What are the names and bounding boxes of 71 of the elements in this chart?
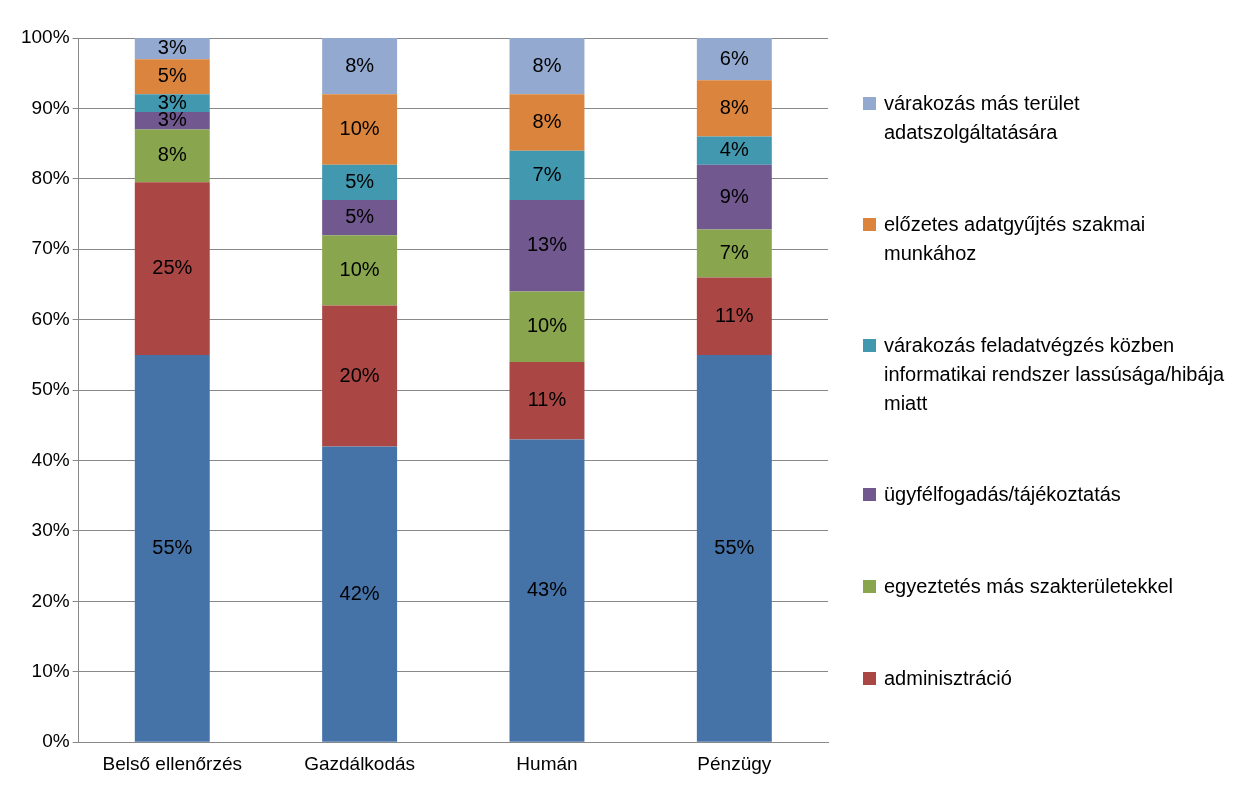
data-label: 5% bbox=[345, 169, 375, 192]
bar bbox=[509, 150, 585, 200]
bar bbox=[509, 94, 585, 151]
bar bbox=[134, 129, 210, 183]
data-label: 10% bbox=[339, 257, 380, 280]
data-label: 7% bbox=[719, 241, 749, 263]
data-label: 6% bbox=[719, 46, 749, 69]
x-tick-label: Pénzügy bbox=[697, 752, 772, 774]
y-tick-label: 20% bbox=[31, 589, 70, 611]
legend-label: előzetes adatgyűjtés szakmai munkához bbox=[884, 212, 1147, 266]
bar bbox=[509, 291, 585, 362]
y-tick-label: 0% bbox=[42, 730, 70, 752]
y-tick-label: 60% bbox=[31, 307, 70, 329]
bar bbox=[134, 59, 210, 95]
y-tick-label: 70% bbox=[31, 237, 70, 259]
bar bbox=[509, 38, 585, 95]
bar bbox=[696, 229, 772, 278]
bar bbox=[696, 164, 772, 230]
y-tick-label: 80% bbox=[31, 167, 70, 189]
y-tick-label: 30% bbox=[31, 519, 70, 541]
data-label: 20% bbox=[339, 363, 380, 386]
data-label: 43% bbox=[526, 578, 568, 601]
data-label: 25% bbox=[152, 256, 193, 279]
bar bbox=[509, 361, 585, 440]
data-label: 11% bbox=[527, 388, 567, 411]
y-tick-label: 100% bbox=[20, 26, 70, 48]
legend-label: ügyfélfogadás/tájékoztatás bbox=[884, 482, 1121, 508]
bar bbox=[696, 80, 772, 137]
legend-label: várakozás feladatvégzés közben informatikai rendszer lassúsága/hibája miatt bbox=[884, 332, 1226, 416]
data-label: 42% bbox=[339, 581, 380, 604]
x-tick-label: Gazdálkodás bbox=[304, 752, 416, 774]
data-label: 8% bbox=[345, 53, 375, 76]
data-label: 4% bbox=[719, 138, 749, 161]
data-label: 8% bbox=[532, 53, 562, 76]
data-label: 9% bbox=[719, 184, 749, 207]
bar bbox=[696, 354, 772, 742]
legend-label: várakozás más terület adatszolgáltatására bbox=[884, 91, 1081, 146]
legend-label: adminisztráció bbox=[884, 665, 1012, 691]
bar bbox=[134, 182, 210, 355]
bar bbox=[322, 38, 398, 95]
x-tick-label: Belső ellenőrzés bbox=[102, 752, 242, 774]
bar bbox=[322, 446, 398, 742]
bar bbox=[509, 439, 585, 742]
data-label: 8% bbox=[157, 143, 187, 166]
data-label: 10% bbox=[526, 314, 568, 337]
data-label: 55% bbox=[152, 535, 193, 558]
bar bbox=[696, 38, 772, 81]
bar bbox=[322, 305, 398, 447]
x-tick-label: Humán bbox=[516, 752, 578, 774]
data-label: 7% bbox=[532, 162, 562, 185]
data-label: 11% bbox=[715, 303, 754, 326]
y-tick-label: 40% bbox=[31, 448, 70, 470]
bar bbox=[134, 354, 210, 742]
bar bbox=[509, 199, 585, 292]
bar bbox=[696, 277, 772, 355]
y-tick-label: 50% bbox=[31, 378, 70, 400]
bar bbox=[322, 164, 398, 200]
data-label: 5% bbox=[157, 64, 187, 87]
data-label: 8% bbox=[532, 110, 562, 133]
data-label: 13% bbox=[526, 233, 568, 256]
data-label: 5% bbox=[345, 205, 375, 228]
y-tick-label: 90% bbox=[31, 96, 70, 118]
bar bbox=[322, 199, 398, 236]
data-label: 3% bbox=[157, 36, 187, 59]
bar bbox=[322, 235, 398, 306]
data-label: 8% bbox=[719, 95, 749, 118]
data-label: 55% bbox=[714, 535, 755, 558]
y-tick-label: 10% bbox=[31, 660, 70, 682]
bar bbox=[322, 94, 398, 165]
legend-label: egyeztetés más szakterületekkel bbox=[884, 573, 1174, 599]
data-label: 10% bbox=[339, 117, 380, 140]
